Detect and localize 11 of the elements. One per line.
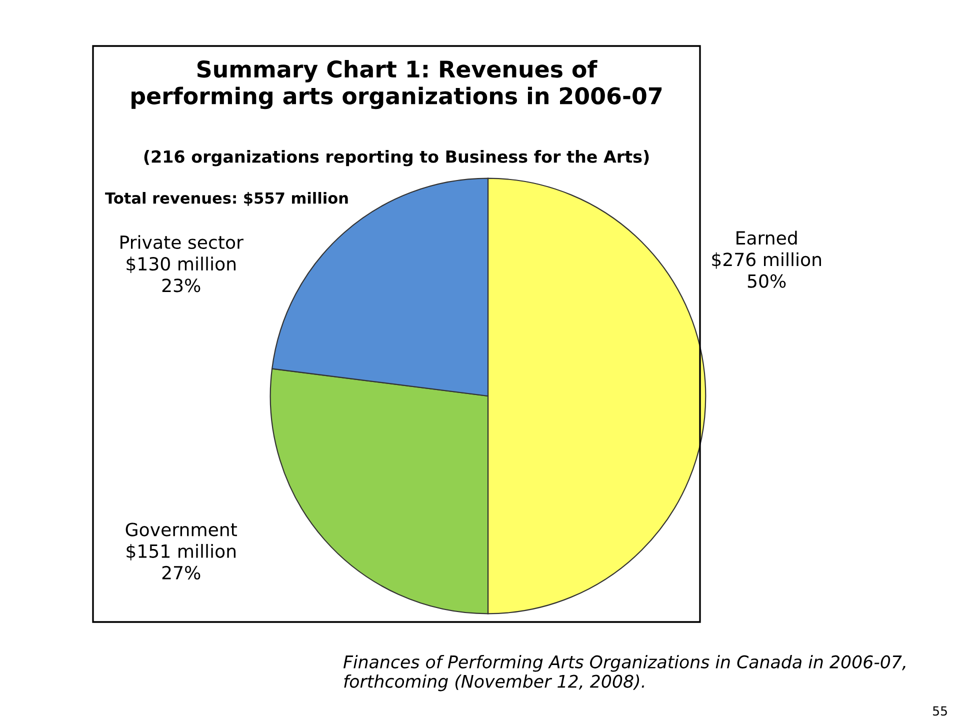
chart-subtitle: (216 organizations reporting to Business for the Arts) — [144, 150, 649, 166]
text: Finances of Performing Arts Organizations in Canada in 2006-07, forthcoming (November 12, 2008). — [343, 655, 906, 692]
slice-label: Government — [126, 522, 237, 536]
data-label: $276 million 50% — [712, 252, 821, 288]
chart-title: Summary Chart 1: Revenues of performing arts organizations in 2006-07 — [132, 60, 662, 110]
text: 55 — [933, 706, 947, 716]
data-label: $130 million 23% — [126, 256, 236, 292]
data-label: $151 million 27% — [126, 544, 236, 580]
text: Total revenues: $557 million — [105, 192, 348, 206]
slice-label: Earned — [736, 230, 797, 245]
slice-label: Private sector — [120, 235, 244, 250]
